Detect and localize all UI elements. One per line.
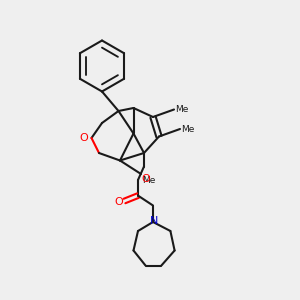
Text: Me: Me: [142, 176, 156, 185]
Text: Me: Me: [182, 124, 195, 134]
Text: O: O: [114, 196, 123, 207]
Text: O: O: [80, 133, 88, 143]
Text: Me: Me: [176, 105, 189, 114]
Text: O: O: [141, 173, 150, 184]
Text: N: N: [150, 215, 159, 226]
